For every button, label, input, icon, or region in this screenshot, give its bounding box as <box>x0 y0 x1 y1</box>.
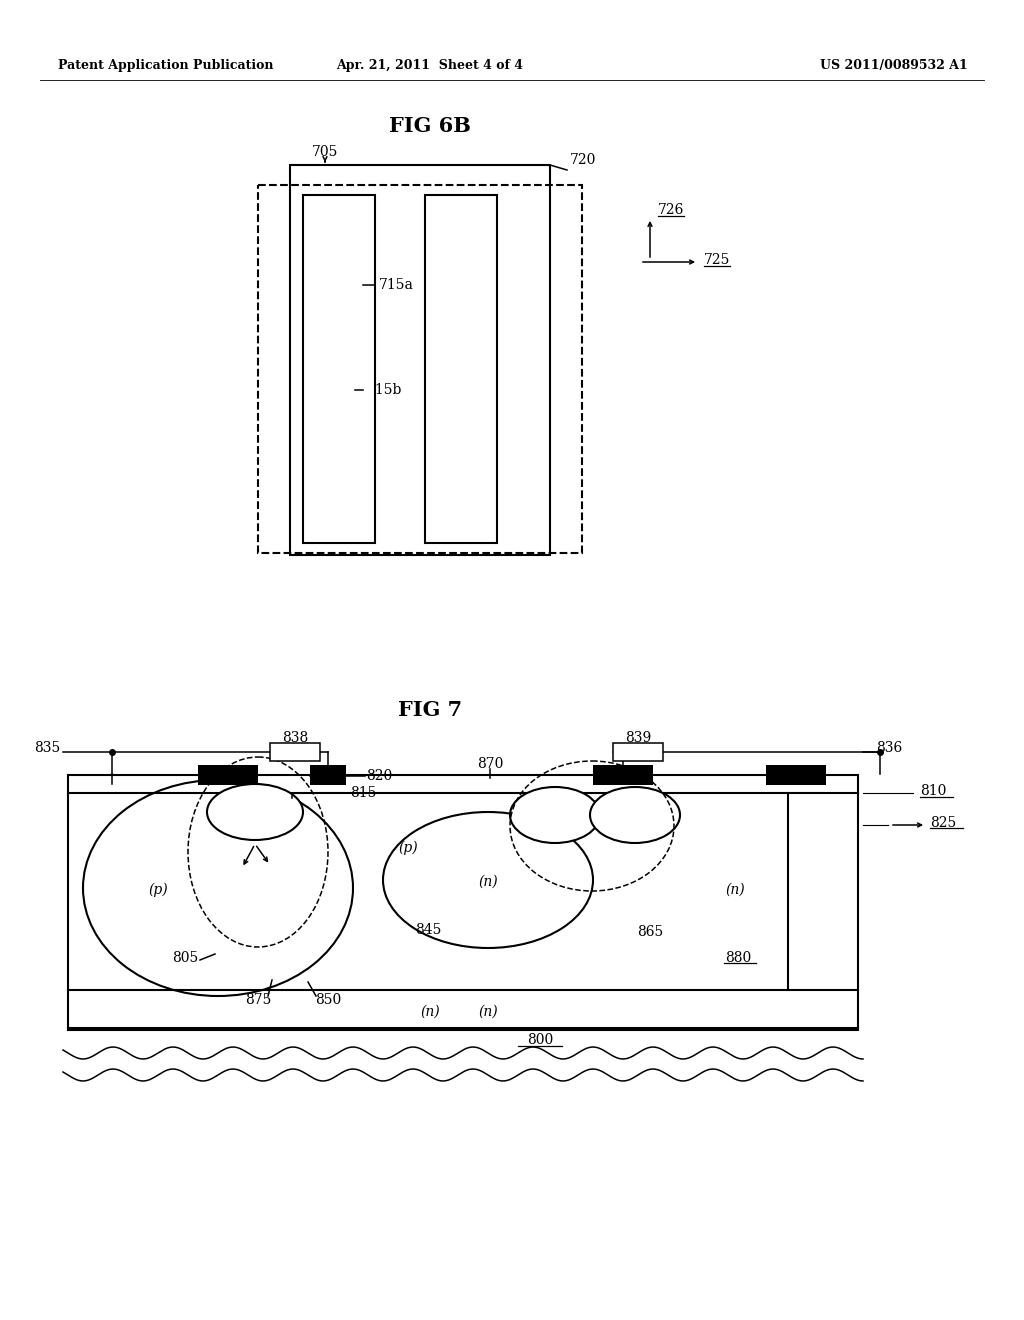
Text: 838: 838 <box>282 731 308 744</box>
Ellipse shape <box>383 812 593 948</box>
Text: 705: 705 <box>312 145 338 158</box>
Ellipse shape <box>83 780 353 997</box>
Text: 715b: 715b <box>367 383 402 397</box>
Text: (n): (n) <box>420 1005 440 1019</box>
Text: 720: 720 <box>570 153 596 168</box>
Ellipse shape <box>590 787 680 843</box>
Text: Patent Application Publication: Patent Application Publication <box>58 59 273 73</box>
Bar <box>68 775 858 1030</box>
Text: 715a: 715a <box>379 279 414 292</box>
Text: (p): (p) <box>627 808 646 822</box>
Text: US 2011/0089532 A1: US 2011/0089532 A1 <box>820 59 968 73</box>
Text: (n): (n) <box>478 1005 498 1019</box>
Text: Apr. 21, 2011  Sheet 4 of 4: Apr. 21, 2011 Sheet 4 of 4 <box>337 59 523 73</box>
Text: 835: 835 <box>34 741 60 755</box>
Text: FIG 6B: FIG 6B <box>389 116 471 136</box>
Bar <box>613 743 663 762</box>
Bar <box>425 195 497 543</box>
Text: 815: 815 <box>350 785 377 800</box>
Text: 850: 850 <box>314 993 341 1007</box>
Text: FIG 7: FIG 7 <box>398 700 462 719</box>
Text: 810: 810 <box>920 784 946 799</box>
Text: (n): (n) <box>478 875 498 888</box>
Text: 875: 875 <box>245 993 271 1007</box>
Text: 800: 800 <box>527 1034 553 1047</box>
Text: 839: 839 <box>625 731 651 744</box>
Text: (n): (n) <box>245 805 265 818</box>
Text: 805: 805 <box>172 950 198 965</box>
Text: 825: 825 <box>930 816 956 830</box>
Bar <box>310 766 346 785</box>
Text: (p): (p) <box>545 808 565 822</box>
Text: 820: 820 <box>366 770 392 783</box>
Bar <box>766 766 826 785</box>
Ellipse shape <box>510 787 600 843</box>
Bar <box>198 766 258 785</box>
Bar <box>593 766 653 785</box>
Bar <box>270 743 319 762</box>
Bar <box>290 165 550 554</box>
Bar <box>303 195 375 543</box>
Text: 725: 725 <box>705 253 730 267</box>
Text: (p): (p) <box>398 841 418 855</box>
Text: (n): (n) <box>725 883 744 898</box>
Text: 880: 880 <box>725 950 752 965</box>
Text: 836: 836 <box>876 741 902 755</box>
Text: 865: 865 <box>637 925 664 939</box>
Text: 845: 845 <box>415 923 441 937</box>
Text: (p): (p) <box>148 883 168 898</box>
Text: 726: 726 <box>658 203 684 216</box>
Bar <box>258 185 582 553</box>
Ellipse shape <box>207 784 303 840</box>
Text: 870: 870 <box>477 756 503 771</box>
